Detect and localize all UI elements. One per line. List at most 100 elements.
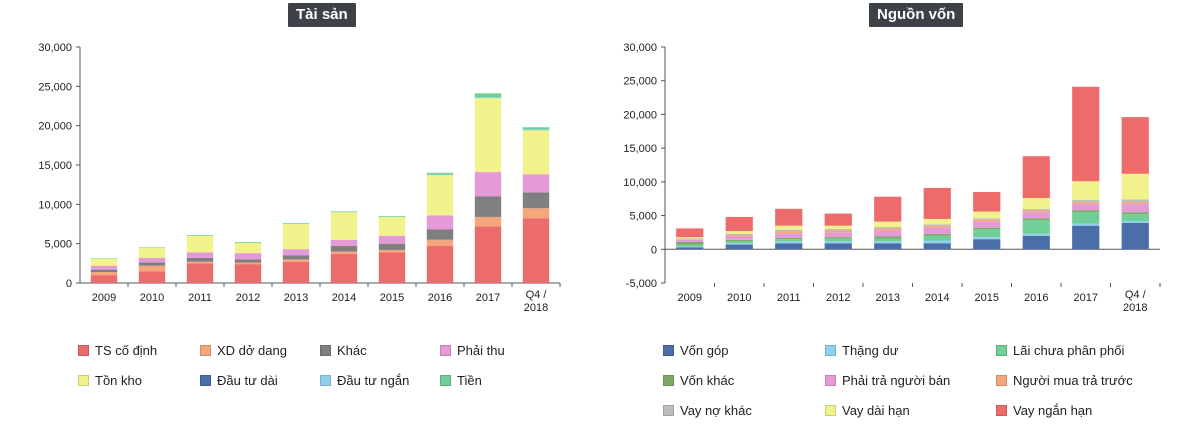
- bar-segment: [1072, 86, 1100, 182]
- x-tick-label: 2011: [188, 292, 212, 304]
- bar-segment: [1022, 220, 1050, 234]
- bar-segment: [725, 241, 753, 244]
- legend-item: Vay nợ khác: [663, 403, 752, 418]
- bar-segment: [282, 259, 310, 262]
- assets-chart-title: Tài sản: [288, 3, 356, 27]
- bar-segment: [282, 261, 310, 283]
- bar-segment: [775, 243, 803, 250]
- legend-item: Tồn kho: [78, 373, 142, 388]
- legend-item: Khác: [320, 343, 367, 358]
- x-tick-label: 2012: [826, 292, 850, 304]
- bar-segment: [522, 127, 550, 130]
- bar-segment: [186, 257, 214, 262]
- bar-segment: [1022, 218, 1050, 221]
- bar-segment: [234, 264, 262, 283]
- bar-segment: [378, 252, 406, 283]
- bar-segment: [138, 247, 166, 248]
- bar-segment: [676, 238, 704, 240]
- bar-segment: [676, 239, 704, 240]
- bar-segment: [1121, 220, 1149, 223]
- bar-segment: [874, 236, 902, 239]
- x-tick-label: 2015: [380, 292, 404, 304]
- bar-segment: [824, 225, 852, 230]
- bar-segment: [973, 227, 1001, 230]
- legend-swatch: [320, 345, 331, 356]
- bar-segment: [90, 265, 118, 270]
- bar-segment: [824, 243, 852, 250]
- legend-item: Vốn góp: [663, 343, 728, 358]
- bar-segment: [138, 262, 166, 266]
- bar-segment: [426, 239, 454, 247]
- y-tick-label: 30,000: [38, 42, 72, 54]
- legend-label: Phải trả người bán: [842, 373, 951, 388]
- legend-swatch: [996, 345, 1007, 356]
- y-tick-label: 20,000: [623, 109, 657, 121]
- bar-segment: [522, 192, 550, 209]
- bar-segment: [775, 208, 803, 226]
- bar-segment: [138, 265, 166, 272]
- y-tick-label: 15,000: [623, 143, 657, 155]
- bar-segment: [522, 129, 550, 131]
- bar-segment: [1121, 222, 1149, 250]
- bar-segment: [186, 235, 214, 253]
- legend-item: Vốn khác: [663, 373, 734, 388]
- bar-segment: [676, 247, 704, 250]
- y-tick-label: 25,000: [38, 81, 72, 93]
- bar-segment: [973, 218, 1001, 220]
- y-tick-label: 10,000: [38, 199, 72, 211]
- x-tick-label: 2014: [332, 292, 356, 304]
- legend-label: Vốn khác: [680, 373, 735, 388]
- legend-swatch: [200, 375, 211, 386]
- bar-segment: [824, 237, 852, 239]
- legend-label: Người mua trả trước: [1013, 373, 1133, 388]
- assets-chart: 0 5,000 10,000 15,000 20,000 25,000 30,000 2009…: [38, 42, 561, 314]
- legend-item: XD dở dang: [200, 343, 287, 358]
- bar-segment: [1121, 214, 1149, 221]
- bar-segment: [234, 242, 262, 254]
- legend-item: Vay dài hạn: [825, 403, 910, 418]
- bar-segment: [874, 230, 902, 237]
- bar-segment: [330, 246, 358, 252]
- legend-label: Vay dài hạn: [842, 403, 910, 418]
- bar-segment: [90, 258, 118, 266]
- bar-segment: [1072, 202, 1100, 205]
- bar-segment: [725, 233, 753, 236]
- legend-swatch: [663, 375, 674, 386]
- bar-segment: [775, 231, 803, 234]
- bar-segment: [1121, 212, 1149, 215]
- bar-segment: [923, 243, 951, 250]
- bar-segment: [973, 239, 1001, 250]
- bar-segment: [426, 246, 454, 283]
- capital-sources-chart: -5,000 0 5,000 10,000 15,000 20,000 25,000 30,0…: [623, 42, 1161, 314]
- bar-segment: [282, 223, 310, 224]
- bar-segment: [378, 216, 406, 236]
- legend-label: XD dở dang: [217, 343, 287, 358]
- bar-segment: [1022, 156, 1050, 199]
- bar-segment: [282, 249, 310, 256]
- y-tick-label: 30,000: [623, 42, 657, 54]
- bar-segment: [1121, 117, 1149, 174]
- bar-segment: [923, 240, 951, 244]
- bar-segment: [330, 212, 358, 240]
- bar-segment: [282, 224, 310, 250]
- x-tick-label: 2010: [140, 292, 164, 304]
- bar-segment: [725, 236, 753, 240]
- bar-segment: [1022, 233, 1050, 236]
- x-tick-label: 2009: [678, 292, 702, 304]
- legend-label: TS cố định: [95, 343, 158, 358]
- bar-segment: [824, 238, 852, 242]
- bar-segment: [378, 243, 406, 250]
- legend-swatch: [663, 345, 674, 356]
- x-tick-label: 2009: [92, 292, 116, 304]
- bar-segment: [923, 224, 951, 226]
- bar-segment: [973, 229, 1001, 238]
- capital-chart-title: Nguồn vốn: [869, 3, 964, 27]
- bar-segment: [1022, 208, 1050, 211]
- y-tick-label: 25,000: [623, 76, 657, 88]
- bar-segment: [138, 271, 166, 283]
- bar-segment: [1072, 223, 1100, 226]
- bar-segment: [824, 213, 852, 226]
- bar-segment: [923, 235, 951, 241]
- bar-segment: [90, 258, 118, 259]
- bar-segment: [874, 196, 902, 222]
